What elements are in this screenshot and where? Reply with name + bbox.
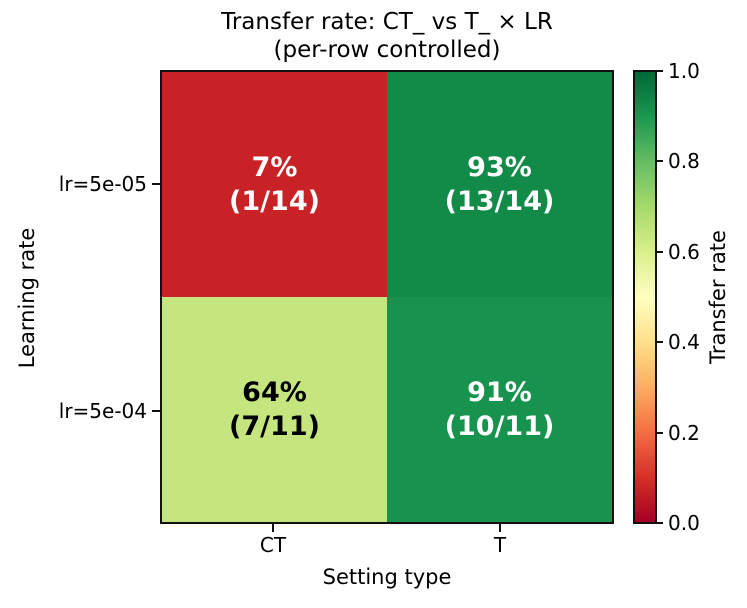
- y-axis-tick-mark: [152, 183, 160, 185]
- heatmap-grid: 7% (1/14) 93% (13/14) 64% (7/11) 91% (10…: [160, 70, 614, 524]
- colorbar-tick-mark: [657, 522, 663, 524]
- y-axis-tick-mark: [152, 410, 160, 412]
- cell-percentage: 91%: [467, 376, 532, 408]
- colorbar-tick-mark: [657, 341, 663, 343]
- colorbar-tick-label: 0.4: [668, 330, 700, 354]
- colorbar-tick-label: 1.0: [668, 59, 700, 83]
- heatmap-cell-lr5e04-ct: 64% (7/11): [162, 297, 387, 522]
- heatmap-cell-lr5e05-t: 93% (13/14): [387, 72, 612, 297]
- colorbar-tick-label: 0.8: [668, 149, 700, 173]
- cell-fraction: (10/11): [444, 410, 555, 442]
- x-axis-label: Setting type: [322, 565, 452, 589]
- colorbar-gradient: [635, 72, 655, 522]
- y-axis-label: Learning rate: [15, 227, 39, 369]
- colorbar-tick-mark: [657, 432, 663, 434]
- cell-fraction: (1/14): [229, 185, 320, 217]
- cell-percentage: 64%: [242, 376, 307, 408]
- colorbar-axis-label: Transfer rate: [706, 230, 730, 364]
- chart-title-line1: Transfer rate: CT_ vs T_ × LR: [221, 9, 553, 35]
- y-tick-label-lr5e05: lr=5e-05: [58, 172, 147, 196]
- x-axis-tick-mark: [499, 524, 501, 532]
- cell-fraction: (7/11): [229, 410, 320, 442]
- colorbar-tick-label: 0.0: [668, 511, 700, 535]
- cell-percentage: 93%: [467, 151, 532, 183]
- x-tick-label-ct: CT: [259, 533, 287, 557]
- heatmap-cell-lr5e05-ct: 7% (1/14): [162, 72, 387, 297]
- heatmap-cell-lr5e04-t: 91% (10/11): [387, 297, 612, 522]
- colorbar-tick-mark: [657, 251, 663, 253]
- colorbar-tick-mark: [657, 70, 663, 72]
- colorbar: [633, 70, 657, 524]
- cell-fraction: (13/14): [444, 185, 555, 217]
- chart-title-line2: (per-row controlled): [273, 37, 501, 63]
- x-tick-label-t: T: [493, 533, 507, 557]
- cell-percentage: 7%: [251, 151, 298, 183]
- y-tick-label-lr5e04: lr=5e-04: [58, 399, 147, 423]
- colorbar-tick-label: 0.2: [668, 421, 700, 445]
- colorbar-tick-label: 0.6: [668, 240, 700, 264]
- colorbar-tick-mark: [657, 160, 663, 162]
- x-axis-tick-mark: [272, 524, 274, 532]
